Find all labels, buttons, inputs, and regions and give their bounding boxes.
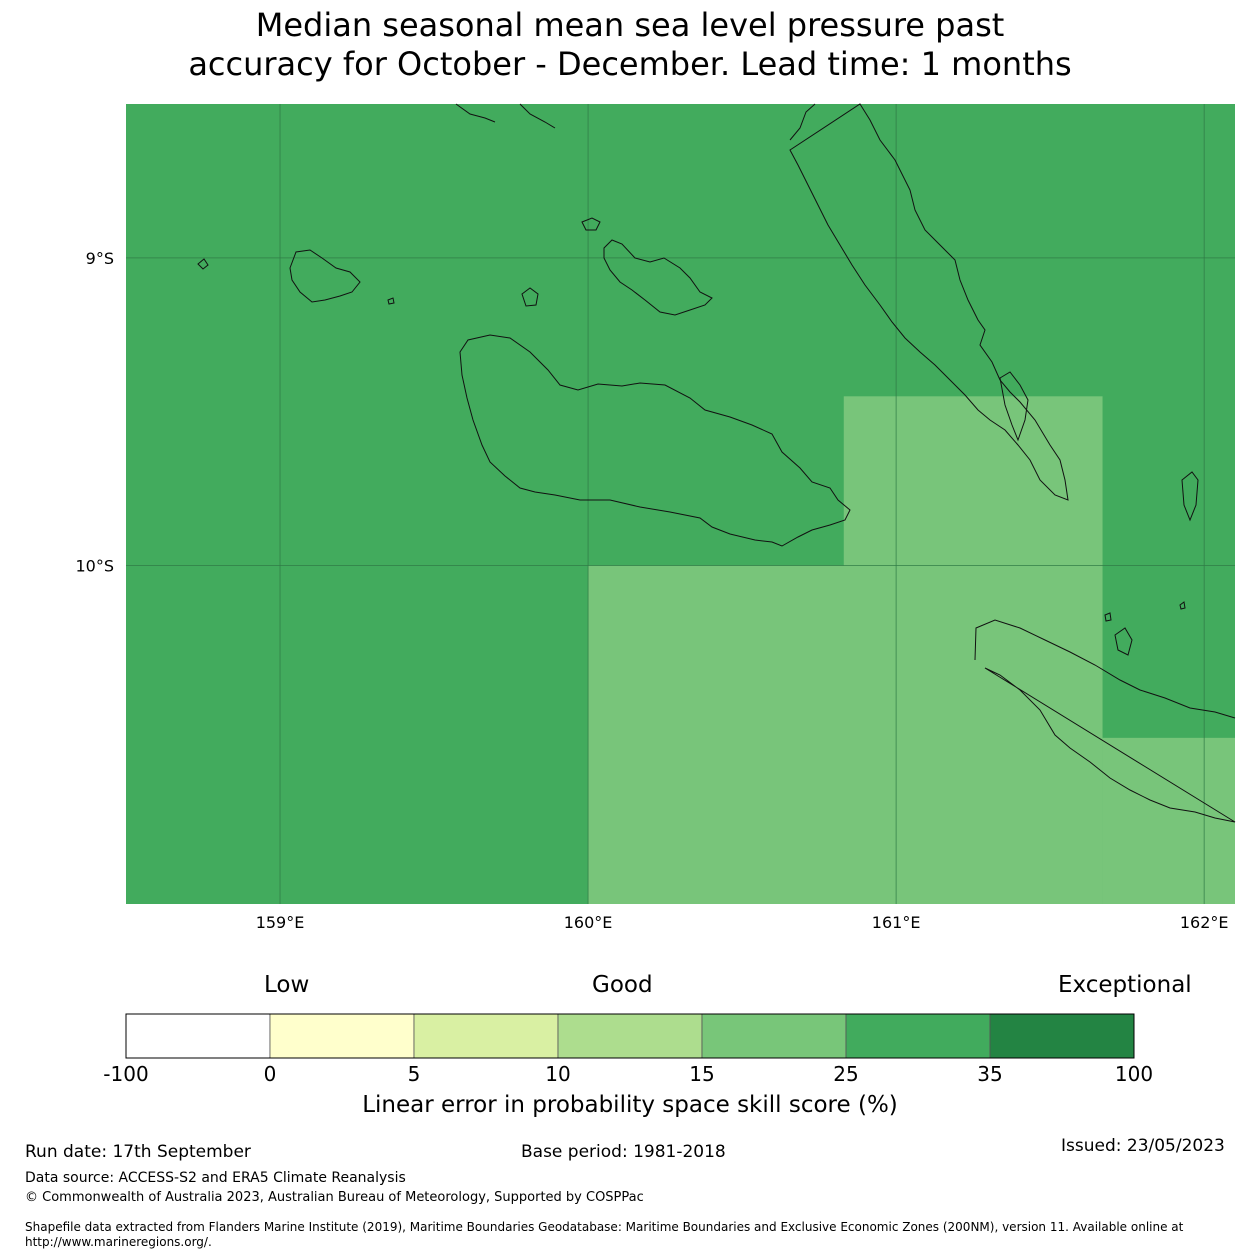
x-tick-label: 161°E <box>872 913 921 932</box>
shapefile-credit-line-1: Shapefile data extracted from Flanders M… <box>25 1220 1184 1234</box>
colorbar-tick: 5 <box>407 1062 421 1086</box>
coastline-malaita <box>789 103 1069 501</box>
colorbar-segment <box>701 1013 847 1059</box>
chart-title-line-1: Median seasonal mean sea level pressure … <box>255 6 1005 44</box>
coastline-russell-islands <box>289 249 361 303</box>
issued-date: Issued: 23/05/2023 <box>1061 1136 1225 1156</box>
colorbar-segment <box>557 1013 703 1059</box>
coastline-florida-islands <box>603 239 713 316</box>
coastline-russell-islet <box>197 258 209 270</box>
coastline-savo <box>521 287 539 307</box>
x-tick-label: 162°E <box>1180 913 1229 932</box>
colorbar-tick: 35 <box>977 1062 1003 1086</box>
run-date: Run date: 17th September <box>25 1142 251 1162</box>
colorbar-category-low: Low <box>264 972 310 998</box>
colorbar-tick: 100 <box>1114 1062 1154 1086</box>
colorbar-segment <box>845 1013 991 1059</box>
y-tick-label: 9°S <box>86 249 114 268</box>
colorbar-tick: 25 <box>833 1062 859 1086</box>
skill-cells <box>126 104 1235 904</box>
x-tick-label: 159°E <box>256 913 305 932</box>
map-gridlines <box>126 104 1235 904</box>
chart-title-line-2: accuracy for October - December. Lead ti… <box>188 45 1072 83</box>
x-tick-label: 160°E <box>564 913 613 932</box>
coastlines <box>197 103 1236 823</box>
coastline-guadalcanal <box>459 334 851 547</box>
coastline-russell-islet-2 <box>387 297 395 305</box>
coastline-east-islet-3 <box>1179 601 1186 610</box>
colorbar-tick: 0 <box>263 1062 277 1086</box>
data-source: Data source: ACCESS-S2 and ERA5 Climate … <box>25 1170 406 1186</box>
coastline-east-islet-2 <box>1104 612 1112 622</box>
colorbar-label: Linear error in probability space skill … <box>362 1092 898 1118</box>
copyright: © Commonwealth of Australia 2023, Austra… <box>25 1190 644 1205</box>
axis-tick-labels: 159°E 160°E 161°E 162°E 9°S 10°S <box>75 249 1228 932</box>
colorbar-tick: -100 <box>103 1062 149 1086</box>
y-tick-label: 10°S <box>75 557 114 576</box>
coastline-ugi <box>1114 627 1133 656</box>
coastline-small-north <box>581 217 601 231</box>
coastline-makira <box>974 619 1236 823</box>
chart-title: Median seasonal mean sea level pressure … <box>0 6 1260 84</box>
colorbar-border <box>125 1013 1135 1059</box>
skill-cell-15-25 <box>1102 737 1235 904</box>
colorbar-segment <box>269 1013 415 1059</box>
coastline-north-fragment <box>455 103 556 129</box>
skill-cell-15-25 <box>843 396 1103 566</box>
colorbar-segment <box>125 1013 271 1059</box>
skill-cell-15-25 <box>588 565 1103 904</box>
colorbar-tick: 10 <box>545 1062 571 1086</box>
base-period: Base period: 1981-2018 <box>521 1142 726 1162</box>
colorbar-segment <box>989 1013 1135 1059</box>
coastline-south-malaita <box>999 371 1029 442</box>
colorbar <box>125 1013 1135 1059</box>
shapefile-credit-line-2: http://www.marineregions.org/. <box>25 1235 212 1249</box>
coastline-east-islet <box>1181 471 1199 522</box>
colorbar-category-good: Good <box>592 972 653 998</box>
colorbar-category-exceptional: Exceptional <box>1058 972 1192 998</box>
colorbar-tick: 15 <box>689 1062 715 1086</box>
colorbar-segment <box>413 1013 559 1059</box>
